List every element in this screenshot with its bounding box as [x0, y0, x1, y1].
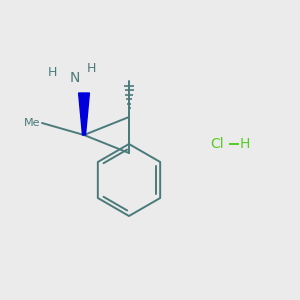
Text: N: N [70, 71, 80, 85]
Text: Cl: Cl [210, 137, 224, 151]
Text: H: H [87, 62, 96, 76]
Text: Me: Me [24, 118, 40, 128]
Text: H: H [239, 137, 250, 151]
Text: H: H [48, 65, 57, 79]
Polygon shape [79, 93, 89, 135]
